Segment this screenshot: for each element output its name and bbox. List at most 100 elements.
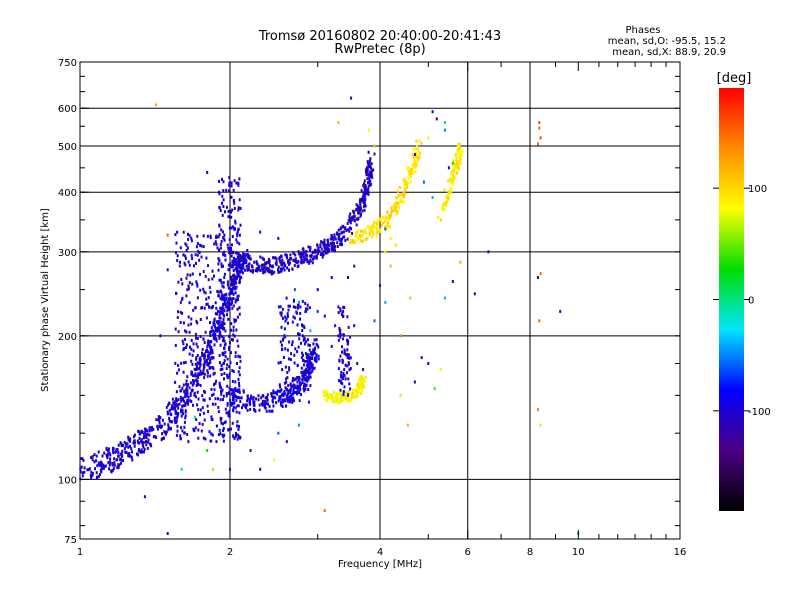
data-point [262,394,265,398]
data-point [148,442,151,446]
data-point [222,439,225,443]
data-point [141,431,144,434]
data-point [219,325,222,328]
data-point [287,389,290,393]
data-point [214,312,217,316]
data-point [234,298,237,302]
data-point [182,361,185,365]
data-point [233,277,236,281]
data-point [198,373,201,377]
data-point [224,210,226,214]
data-point [363,179,366,183]
data-point [296,376,298,380]
data-point [306,260,309,264]
data-point [337,305,340,309]
data-point [206,358,208,362]
data-point [161,432,164,436]
data-point [220,281,223,285]
data-point [347,339,349,343]
data-point [239,359,242,363]
data-point [183,431,186,435]
data-point [441,206,444,210]
data-point [334,324,337,328]
data-point [406,185,409,189]
data-point [206,374,209,378]
data-point [309,384,312,388]
data-point [285,296,288,300]
data-point [268,269,271,273]
data-point [235,260,238,264]
data-point [223,250,226,254]
data-point [283,390,286,394]
data-point [559,309,562,313]
data-point [234,263,237,266]
data-point [218,321,221,325]
data-point [359,202,362,206]
data-point [398,201,400,205]
data-point [222,189,225,192]
data-point [203,352,206,356]
data-point [326,392,329,396]
data-point [188,234,191,238]
data-point [230,215,233,219]
data-point [143,447,146,451]
data-point [248,254,251,258]
data-point [203,389,205,393]
data-point [345,397,347,401]
data-point [287,258,290,262]
data-point [337,121,340,124]
data-point [93,453,96,457]
data-point [299,312,302,315]
data-point [116,448,119,452]
data-point [221,308,224,312]
data-point [200,371,203,375]
data-point [184,360,187,364]
data-point [371,228,374,232]
data-point [440,218,442,222]
data-point [158,425,161,429]
data-point [174,411,177,415]
data-point [369,228,372,232]
data-point [277,268,279,272]
data-point [300,256,303,260]
data-point [234,386,237,390]
data-point [411,170,414,174]
data-point [220,295,223,299]
data-point [260,263,263,267]
data-point [293,298,295,302]
data-point [316,309,319,313]
data-point [190,317,193,321]
data-point [346,353,349,357]
data-point [299,387,302,391]
data-point [209,374,212,378]
data-point [257,398,260,402]
data-point [296,363,299,367]
data-point [292,305,295,309]
data-point [349,212,352,216]
data-point [228,372,231,376]
data-point [228,409,231,413]
data-point [223,433,226,437]
data-point [212,356,215,360]
data-point [321,255,324,259]
data-point [183,389,186,393]
data-point [538,121,541,124]
data-point [301,351,304,355]
data-point [236,420,239,424]
data-point [97,461,100,465]
data-point [212,321,215,325]
data-point [179,395,182,399]
data-point [317,247,320,251]
data-point [325,389,328,393]
data-point [443,203,446,206]
data-point [236,437,239,441]
data-point [364,185,367,189]
data-point [398,186,401,189]
data-point [311,366,314,370]
data-point [242,403,245,407]
data-point [335,394,338,398]
data-point [195,384,198,387]
data-point [190,338,193,342]
data-point [339,388,342,392]
data-point [220,386,222,390]
